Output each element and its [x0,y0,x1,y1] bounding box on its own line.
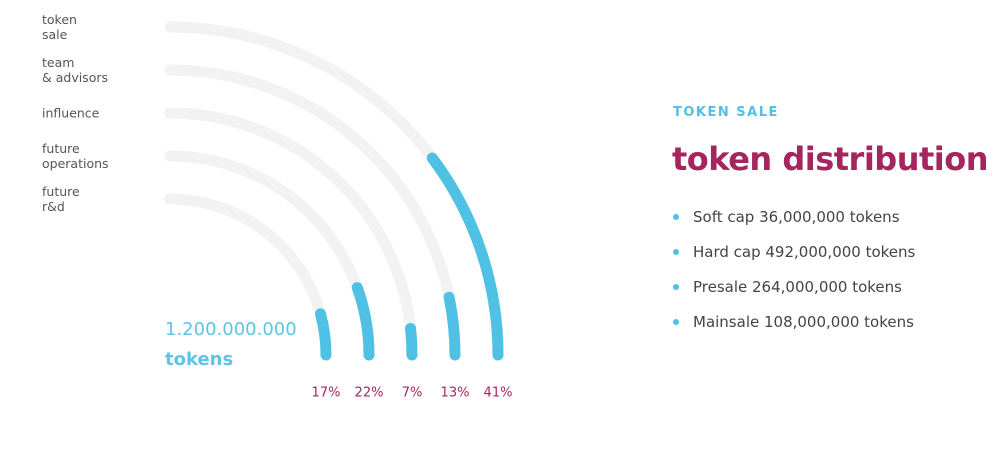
item-list: Soft cap 36,000,000 tokens Hard cap 492,0… [673,205,915,345]
eyebrow: TOKEN SALE [673,105,779,120]
value-label: 22% [355,386,384,401]
bar [314,308,332,361]
value-label: 41% [484,386,513,401]
list-item: Hard cap 492,000,000 tokens [673,240,915,275]
list-item: Mainsale 108,000,000 tokens [673,310,915,345]
track [164,64,461,361]
category-label: future operations [42,141,109,171]
bar [405,322,418,361]
total-unit: tokens [165,349,234,370]
category-label: future r&d [42,184,80,214]
value-label: 7% [402,386,423,401]
bar [443,291,461,361]
list-item: Presale 264,000,000 tokens [673,275,915,310]
bar [426,152,504,361]
category-label: influence [42,105,100,121]
list-item: Soft cap 36,000,000 tokens [673,205,915,240]
bar [351,282,375,361]
value-label: 17% [312,386,341,401]
title: token distribution [672,140,989,178]
category-label: token sale [42,12,77,42]
category-label: team & advisors [42,55,108,85]
total-value: 1.200.000.000 [165,319,297,340]
value-label: 13% [441,386,470,401]
track [164,107,418,361]
